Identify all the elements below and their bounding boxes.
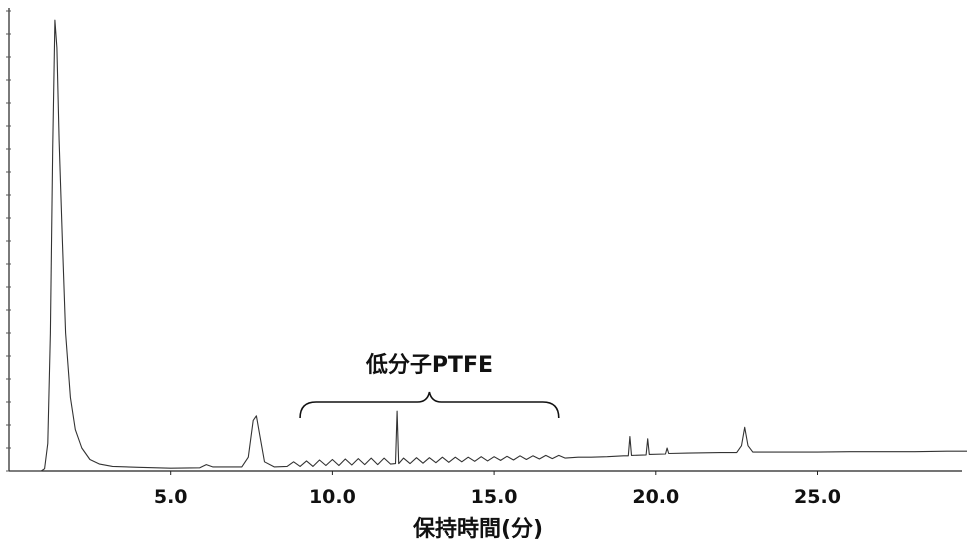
axes <box>6 8 962 472</box>
plot-area <box>9 19 967 472</box>
x-tick-label: 15.0 <box>471 486 518 508</box>
annotation-bracket <box>299 391 560 419</box>
x-tick-label: 10.0 <box>309 486 356 508</box>
x-tick-label: 5.0 <box>154 486 188 508</box>
series-line-0 <box>9 19 967 472</box>
annotation: 低分子PTFE <box>299 353 560 419</box>
annotation-label: 低分子PTFE <box>365 353 493 378</box>
x-tick-label: 25.0 <box>794 486 841 508</box>
x-tick-label: 20.0 <box>632 486 679 508</box>
x-tick-labels: 5.0 10.0 15.0 20.0 25.0 <box>154 471 841 508</box>
x-axis-label: 保持時間(分) <box>412 517 543 542</box>
